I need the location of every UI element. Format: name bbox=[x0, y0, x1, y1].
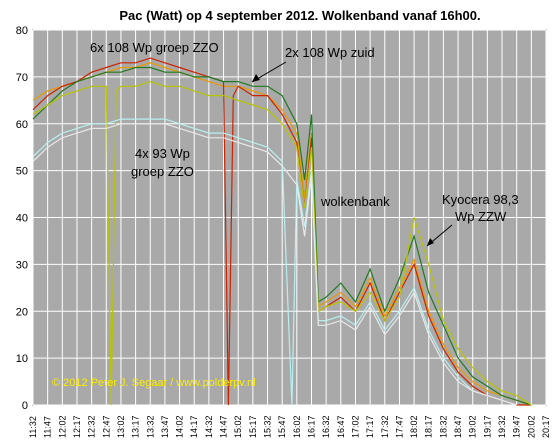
x-tick-label: 12:02 bbox=[57, 415, 67, 438]
y-tick-label: 60 bbox=[16, 119, 28, 131]
x-tick-label: 20:02 bbox=[526, 415, 536, 438]
x-tick-label: 16:47 bbox=[336, 415, 346, 438]
arrowhead-kyocera bbox=[427, 238, 434, 246]
x-tick-label: 17:32 bbox=[380, 415, 390, 438]
series-line-3 bbox=[32, 66, 532, 406]
x-tick-label: 13:32 bbox=[145, 415, 155, 438]
y-tick-label: 80 bbox=[16, 25, 28, 37]
x-tick-labels: 11:32 11:47 12:02 12:17 12:32 12:47 13:02 13:17… bbox=[28, 415, 551, 438]
x-tick-label: 16:02 bbox=[292, 415, 302, 438]
x-tick-label: 17:02 bbox=[350, 415, 360, 438]
grid-lines bbox=[32, 29, 547, 406]
series-line-5 bbox=[32, 118, 517, 406]
x-tick-label: 11:47 bbox=[43, 416, 53, 438]
x-tick-label: 11:32 bbox=[28, 416, 38, 438]
y-tick-label: 50 bbox=[16, 166, 28, 178]
x-tick-label: 18:17 bbox=[424, 415, 434, 438]
x-tick-label: 16:17 bbox=[306, 415, 316, 438]
x-tick-label: 15:02 bbox=[233, 415, 243, 438]
x-tick-label: 12:17 bbox=[72, 415, 82, 438]
x-tick-label: 19:02 bbox=[468, 415, 478, 438]
annotation-group-93-line1: 4x 93 Wp bbox=[135, 146, 190, 161]
x-tick-label: 12:32 bbox=[87, 415, 97, 438]
x-tick-label: 14:02 bbox=[175, 415, 185, 438]
y-tick-label: 20 bbox=[16, 306, 28, 318]
y-tick-label: 0 bbox=[22, 400, 28, 412]
x-tick-label: 13:17 bbox=[131, 415, 141, 438]
series-lines bbox=[32, 57, 532, 406]
y-tick-label: 70 bbox=[16, 72, 28, 84]
x-tick-label: 13:02 bbox=[116, 415, 126, 438]
x-tick-label: 16:32 bbox=[321, 415, 331, 438]
y-tick-labels: 0 10 20 30 40 50 60 70 80 bbox=[16, 25, 28, 412]
annotation-kyocera-line1: Kyocera 98,3 bbox=[442, 192, 519, 207]
y-tick-label: 10 bbox=[16, 353, 28, 365]
annotation-kyocera-line2: Wp ZZW bbox=[455, 209, 507, 224]
x-tick-label: 13:47 bbox=[160, 415, 170, 438]
series-line-4 bbox=[32, 80, 532, 406]
x-tick-label: 15:47 bbox=[277, 415, 287, 438]
x-tick-label: 20:17 bbox=[541, 415, 551, 438]
x-tick-label: 18:47 bbox=[453, 415, 463, 438]
y-tick-label: 40 bbox=[16, 213, 28, 225]
x-tick-label: 18:02 bbox=[409, 415, 419, 438]
annotation-group-93-line2: groep ZZO bbox=[131, 164, 194, 179]
x-tick-label: 12:47 bbox=[101, 415, 111, 438]
y-tick-label: 30 bbox=[16, 259, 28, 271]
arrowhead-group-zuid bbox=[252, 74, 260, 82]
x-tick-label: 15:32 bbox=[263, 415, 273, 438]
x-tick-label: 19:32 bbox=[497, 415, 507, 438]
chart-title: Pac (Watt) op 4 september 2012. Wolkenba… bbox=[119, 8, 480, 23]
x-tick-label: 17:17 bbox=[365, 415, 375, 438]
x-tick-label: 14:17 bbox=[189, 415, 199, 438]
copyright-text: © 2012 Peter J. Segaar / www.polderpv.nl bbox=[52, 377, 256, 389]
annotation-group-zuid: 2x 108 Wp zuid bbox=[285, 45, 375, 60]
x-tick-label: 17:47 bbox=[394, 415, 404, 438]
x-tick-label: 15:17 bbox=[248, 415, 258, 438]
series-line-1 bbox=[32, 62, 532, 406]
x-tick-label: 19:17 bbox=[482, 415, 492, 438]
annotation-wolkenbank: wolkenbank bbox=[320, 194, 390, 209]
series-line-2 bbox=[32, 57, 532, 406]
annotation-group-zzo-108: 6x 108 Wp groep ZZO bbox=[90, 40, 219, 55]
x-tick-label: 18:32 bbox=[438, 415, 448, 438]
x-tick-label: 14:32 bbox=[204, 415, 214, 438]
series-line-6 bbox=[32, 123, 517, 406]
x-tick-label: 14:47 bbox=[219, 415, 229, 438]
x-tick-label: 19:47 bbox=[512, 415, 522, 438]
